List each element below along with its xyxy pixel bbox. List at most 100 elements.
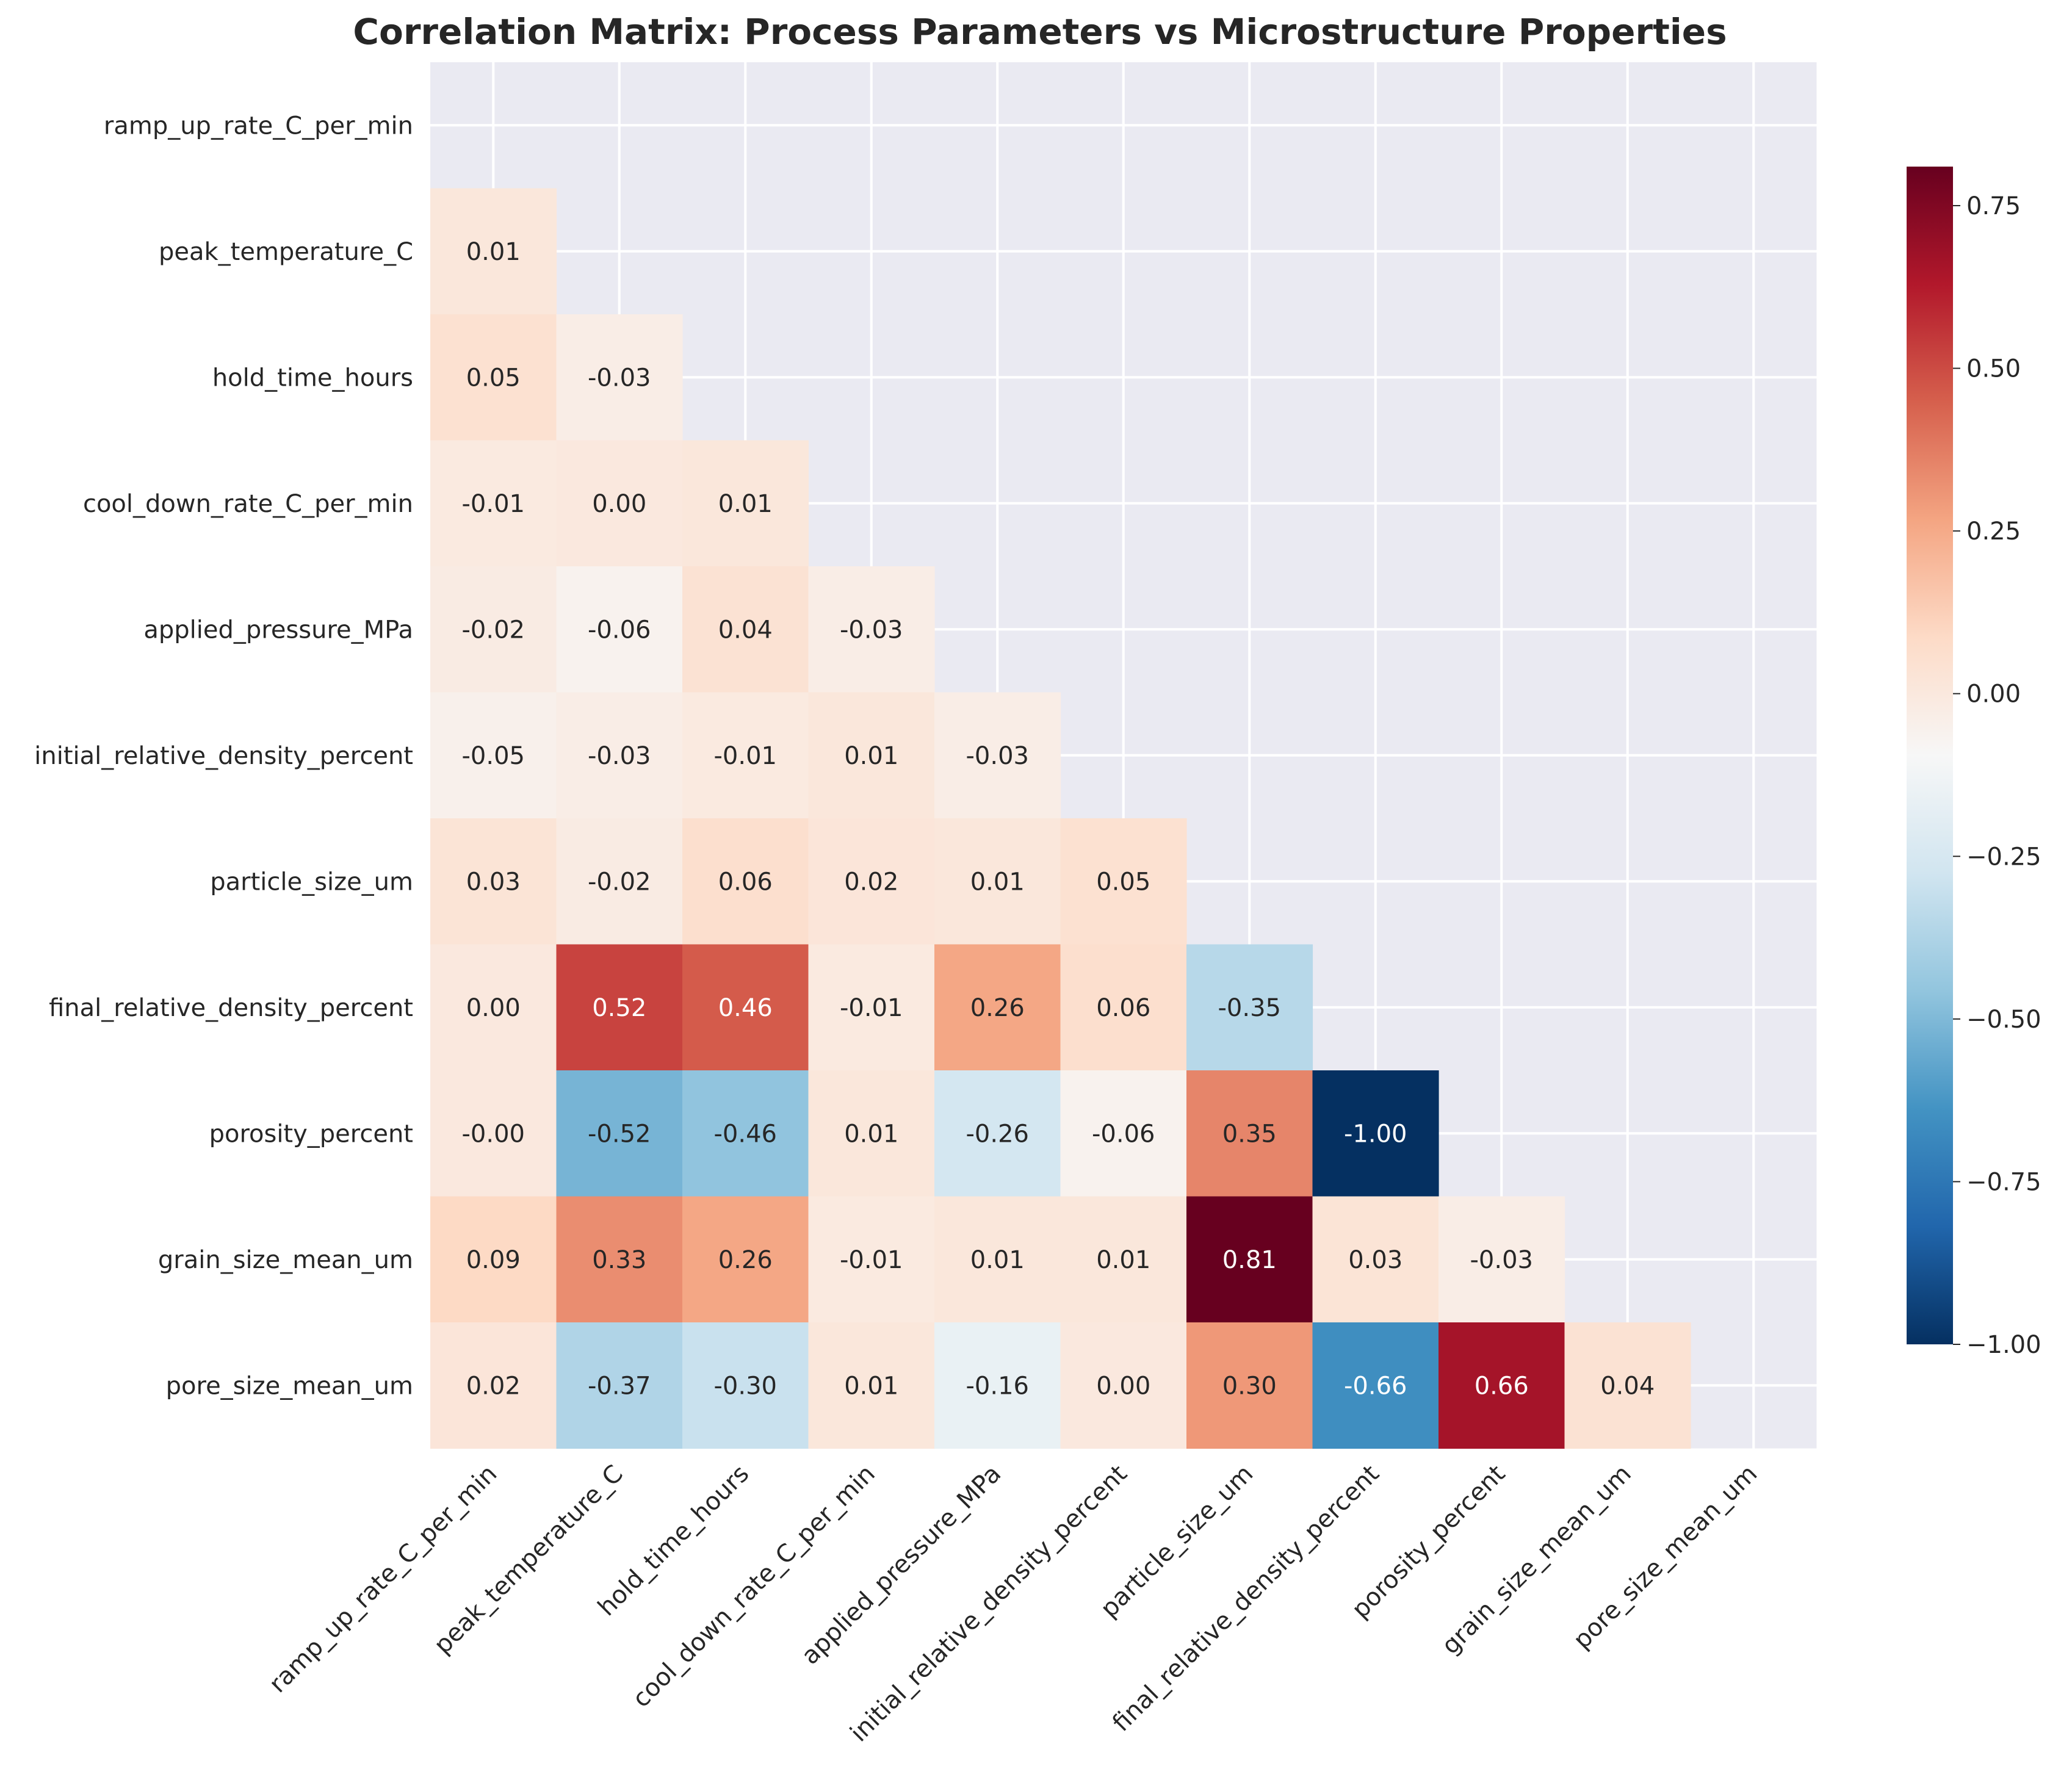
- colorbar-tick-label: −0.25: [1966, 843, 2041, 871]
- heatmap-cell: [556, 566, 683, 693]
- cell-value-label: 0.03: [1348, 1246, 1402, 1274]
- y-tick-label: cool_down_rate_C_per_min: [83, 490, 413, 518]
- cell-value-label: 0.30: [1222, 1372, 1277, 1400]
- heatmap-cell: [682, 944, 809, 1071]
- cell-value-label: -0.03: [588, 364, 651, 392]
- heatmap-cell: [556, 818, 683, 945]
- heatmap-cell: [808, 1196, 935, 1323]
- heatmap-cell: [682, 440, 809, 567]
- cell-value-label: -0.03: [588, 742, 651, 770]
- heatmap-cell: [934, 1070, 1061, 1197]
- cell-value-label: -0.02: [462, 616, 525, 644]
- cell-value-label: 0.02: [844, 868, 898, 896]
- heatmap-cell: [934, 944, 1061, 1071]
- colorbar: 0.75 0.50 0.25 0.00 −0.25 −0.50 −0.75 −1.00: [1907, 167, 2041, 1359]
- cell-value-label: -0.05: [462, 742, 525, 770]
- heatmap-cell: [430, 566, 557, 693]
- heatmap-cell: [1438, 1322, 1565, 1449]
- cell-value-label: 0.06: [718, 868, 773, 896]
- heatmap-cell: [682, 1070, 809, 1197]
- heatmap-cell: [682, 1196, 809, 1323]
- cell-value-label: -0.00: [462, 1120, 525, 1148]
- cell-value-label: -0.03: [840, 616, 903, 644]
- cell-value-label: 0.66: [1475, 1372, 1529, 1400]
- y-tick-label: applied_pressure_MPa: [143, 616, 413, 644]
- cell-value-label: -0.46: [714, 1120, 778, 1148]
- cell-value-label: -0.06: [1092, 1120, 1155, 1148]
- colorbar-tick-label: −0.50: [1966, 1006, 2041, 1034]
- cell-value-label: -0.26: [966, 1120, 1030, 1148]
- cell-value-label: -0.16: [966, 1372, 1030, 1400]
- x-tick-label: cool_down_rate_C_per_min: [627, 1460, 881, 1713]
- cell-value-label: 0.03: [466, 868, 521, 896]
- cell-value-label: -0.06: [588, 616, 651, 644]
- y-tick-label: initial_relative_density_percent: [34, 742, 413, 770]
- cell-value-label: -0.03: [1470, 1246, 1534, 1274]
- heatmap-cell: [934, 692, 1061, 819]
- cell-value-label: -0.03: [966, 742, 1030, 770]
- y-tick-label: ramp_up_rate_C_per_min: [104, 112, 413, 140]
- heatmap-cell: [1060, 1322, 1187, 1449]
- heatmap-cell: [682, 692, 809, 819]
- heatmap-cell: [934, 1196, 1061, 1323]
- y-tick-label: grain_size_mean_um: [158, 1246, 413, 1274]
- colorbar-tick-label: 0.75: [1966, 192, 2021, 220]
- heatmap-cell: [682, 566, 809, 693]
- cell-value-label: -0.01: [714, 742, 778, 770]
- colorbar-tick-label: 0.50: [1966, 355, 2021, 383]
- cell-value-label: 0.01: [844, 1120, 898, 1148]
- heatmap-cell: [1438, 1196, 1565, 1323]
- cell-value-label: -0.01: [840, 994, 903, 1022]
- cell-value-label: 0.81: [1222, 1246, 1277, 1274]
- y-tick-label: pore_size_mean_um: [166, 1372, 413, 1400]
- cell-value-label: -1.00: [1344, 1120, 1407, 1148]
- heatmap-cell: [430, 944, 557, 1071]
- x-tick-label: initial_relative_density_percent: [845, 1460, 1132, 1747]
- y-tick-label: final_relative_density_percent: [49, 994, 413, 1022]
- heatmap-cell: [1186, 944, 1313, 1071]
- heatmap-cell: [1186, 1070, 1313, 1197]
- cell-value-label: 0.52: [592, 994, 646, 1022]
- y-tick-label: hold_time_hours: [212, 364, 413, 392]
- heatmap-cell: [1060, 1196, 1187, 1323]
- heatmap-cell: [556, 314, 683, 441]
- colorbar-tick-label: 0.00: [1966, 680, 2021, 708]
- chart-title: Correlation Matrix: Process Parameters v…: [353, 11, 1727, 52]
- heatmap-cells: [430, 188, 1691, 1449]
- cell-value-label: 0.05: [1096, 868, 1150, 896]
- heatmap-cell: [808, 944, 935, 1071]
- x-tick-label: ramp_up_rate_C_per_min: [264, 1460, 502, 1698]
- cell-value-label: -0.37: [588, 1372, 651, 1400]
- x-axis-tick-labels: ramp_up_rate_C_per_minpeak_temperature_C…: [264, 1460, 1763, 1747]
- cell-value-label: 0.33: [592, 1246, 646, 1274]
- cell-value-label: 0.01: [718, 490, 773, 518]
- heatmap-cell: [1060, 818, 1187, 945]
- cell-value-label: 0.09: [466, 1246, 521, 1274]
- cell-value-label: -0.01: [462, 490, 525, 518]
- heatmap-cell: [1312, 1070, 1439, 1197]
- cell-value-label: -0.52: [588, 1120, 651, 1148]
- y-tick-label: porosity_percent: [209, 1120, 413, 1148]
- cell-value-label: -0.35: [1218, 994, 1282, 1022]
- cell-value-label: 0.04: [1600, 1372, 1655, 1400]
- heatmap-cell: [1186, 1322, 1313, 1449]
- cell-value-label: 0.00: [1096, 1372, 1150, 1400]
- cell-value-label: 0.01: [970, 868, 1025, 896]
- heatmap-cell: [556, 944, 683, 1071]
- heatmap-cell: [808, 1322, 935, 1449]
- heatmap-cell: [556, 1070, 683, 1197]
- heatmap-cell: [808, 818, 935, 945]
- heatmap-cell: [934, 818, 1061, 945]
- heatmap-cell: [1564, 1322, 1691, 1449]
- heatmap-cell: [430, 188, 557, 315]
- heatmap-cell: [430, 1070, 557, 1197]
- heatmap-cell: [556, 1196, 683, 1323]
- cell-value-label: 0.06: [1096, 994, 1150, 1022]
- x-tick-label: final_relative_density_percent: [1107, 1460, 1385, 1737]
- cell-value-label: -0.02: [588, 868, 651, 896]
- heatmap-cell-labels: 0.01 0.05 -0.03 -0.01 0.00 0.01 -0.02 -0.06 0.04…: [462, 238, 1655, 1400]
- heatmap-cell: [556, 692, 683, 819]
- heatmap-cell: [1060, 944, 1187, 1071]
- heatmap-cell: [430, 1196, 557, 1323]
